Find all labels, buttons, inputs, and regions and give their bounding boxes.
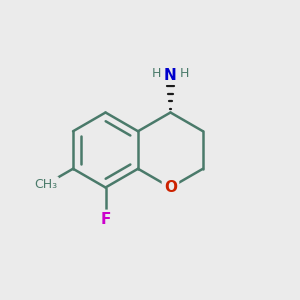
Text: CH₃: CH₃ xyxy=(34,178,57,191)
Text: O: O xyxy=(164,180,177,195)
Text: H: H xyxy=(180,67,190,80)
Text: F: F xyxy=(100,212,111,227)
Text: N: N xyxy=(164,68,177,82)
Text: H: H xyxy=(152,67,161,80)
